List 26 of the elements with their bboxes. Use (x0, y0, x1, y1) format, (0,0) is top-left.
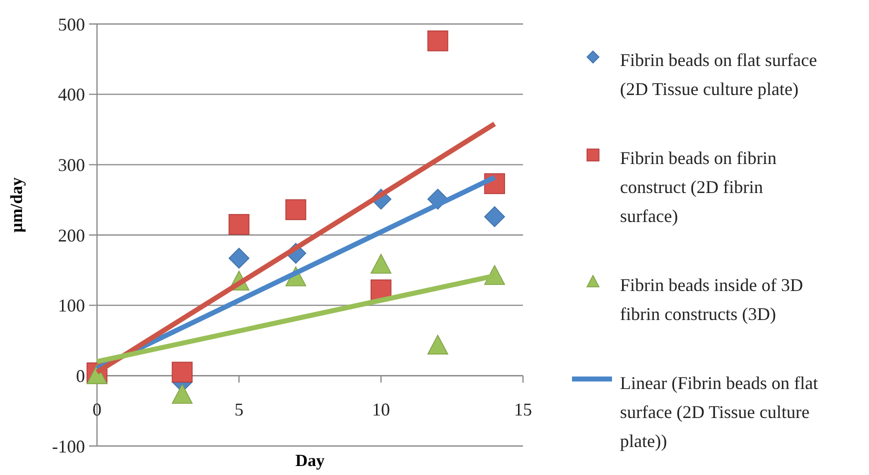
legend-label: Fibrin beads on flat surface (2D Tissue culture plate) (620, 50, 817, 99)
y-tick-label: 200 (58, 225, 85, 246)
x-tick-label: 15 (514, 400, 532, 420)
point (370, 254, 392, 274)
x-tick-label: 5 (234, 400, 244, 420)
point (172, 362, 193, 383)
point (228, 248, 250, 269)
y-tick-label: 0 (76, 366, 85, 386)
y-tick-label: 500 (58, 14, 85, 34)
y-axis-title: µm/day (7, 176, 26, 233)
legend-label: Linear (Fibrin beads on flat surface (2D Tissue culture plate)) (620, 373, 818, 451)
y-tick-label: -100 (52, 436, 85, 456)
point (427, 30, 448, 52)
point (427, 334, 448, 355)
point (484, 206, 505, 228)
x-tick-label: 10 (372, 400, 390, 420)
point (172, 384, 193, 404)
point (228, 214, 250, 235)
y-tick-label: 400 (58, 84, 85, 105)
point (285, 199, 306, 220)
x-tick-label: 0 (92, 400, 102, 420)
legend-label: Fibrin beads inside of 3D fibrin constructs (3D) (620, 275, 803, 324)
y-tick-label: 300 (58, 154, 85, 175)
x-axis-title: Day (295, 451, 326, 470)
y-tick-label: 100 (58, 296, 85, 316)
legend-label: Fibrin beads on fibrin construct (2D fibrin surface) (620, 148, 776, 226)
